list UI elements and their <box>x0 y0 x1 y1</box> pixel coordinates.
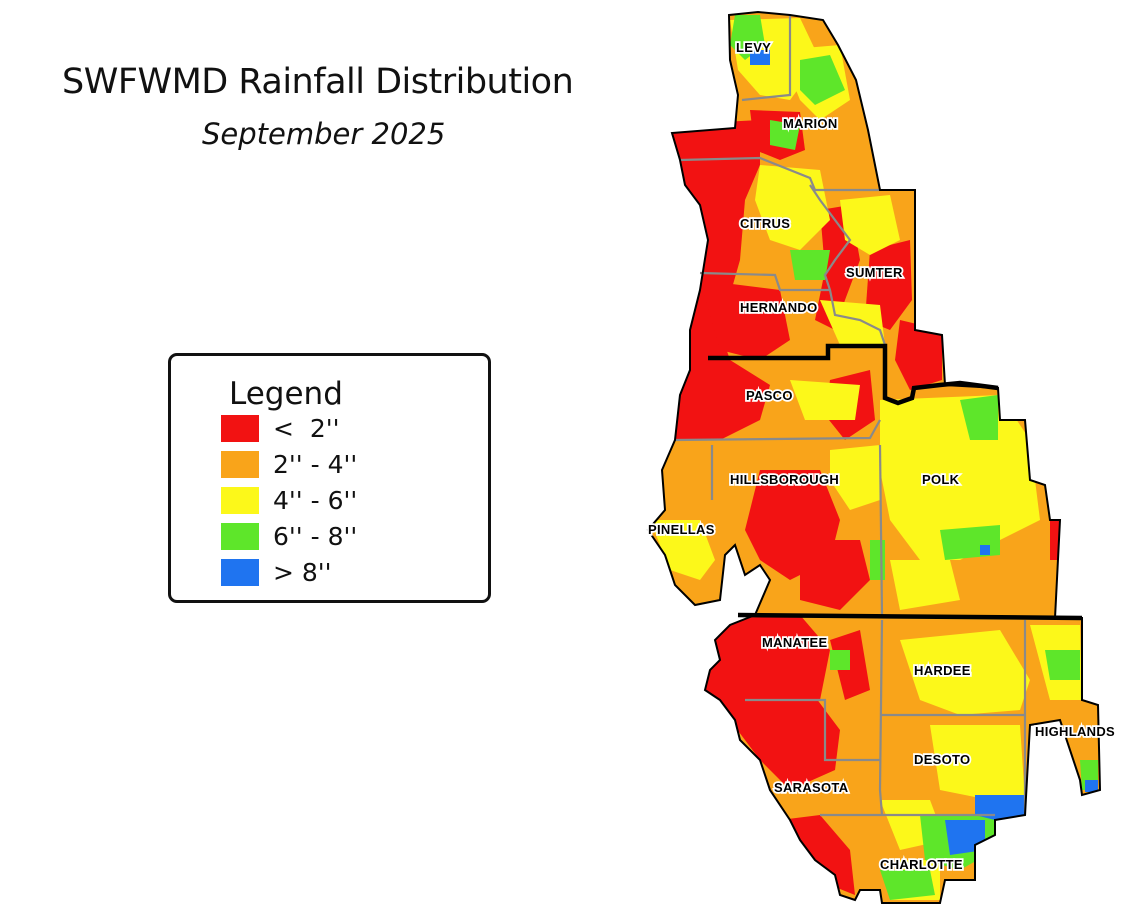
county-label-levy: LEVY <box>736 40 771 55</box>
legend-item-2-4: 2'' - 4'' <box>221 449 357 479</box>
county-label-marion: MARION <box>783 116 838 131</box>
legend-swatch <box>221 414 259 442</box>
county-label-hardee: HARDEE <box>914 663 971 678</box>
county-label-pinellas: PINELLAS <box>648 522 715 537</box>
county-label-sumter: SUMTER <box>846 265 903 280</box>
legend-item-gt8: > 8'' <box>221 557 332 587</box>
legend-item-4-6: 4'' - 6'' <box>221 485 357 515</box>
county-label-charlotte: CHARLOTTE <box>880 857 963 872</box>
county-boundaries <box>674 15 1027 817</box>
legend-label: 6'' - 8'' <box>273 521 358 551</box>
county-label-sarasota: SARASOTA <box>774 780 849 795</box>
map-title: SWFWMD Rainfall Distribution <box>62 62 574 102</box>
county-label-citrus: CITRUS <box>740 216 790 231</box>
legend-label: > 8'' <box>273 557 332 587</box>
legend-item-6-8: 6'' - 8'' <box>221 521 357 551</box>
legend-box: Legend < 2'' 2'' - 4'' 4'' - 6'' 6'' - 8… <box>168 353 491 603</box>
legend-label: 2'' - 4'' <box>273 449 358 479</box>
legend-swatch <box>221 450 259 478</box>
legend-label: 4'' - 6'' <box>273 485 358 515</box>
county-label-polk: POLK <box>922 472 960 487</box>
county-label-desoto: DESOTO <box>914 752 970 767</box>
county-label-highlands: HIGHLANDS <box>1035 724 1115 739</box>
legend-swatch <box>221 558 259 586</box>
county-label-hernando: HERNANDO <box>740 300 818 315</box>
legend-label: < 2'' <box>273 413 340 443</box>
legend-swatch <box>221 522 259 550</box>
legend-title: Legend <box>229 376 343 412</box>
county-label-hillsborough: HILLSBOROUGH <box>730 472 839 487</box>
county-label-pasco: PASCO <box>746 388 793 403</box>
map-subtitle: September 2025 <box>202 117 446 151</box>
rain-zone-4-6 <box>650 18 1082 900</box>
legend-item-lt2: < 2'' <box>221 413 340 443</box>
county-labels: LEVY MARION CITRUS SUMTER HERNANDO PASCO… <box>646 38 1116 874</box>
legend-swatch <box>221 486 259 514</box>
county-label-manatee: MANATEE <box>762 635 827 650</box>
